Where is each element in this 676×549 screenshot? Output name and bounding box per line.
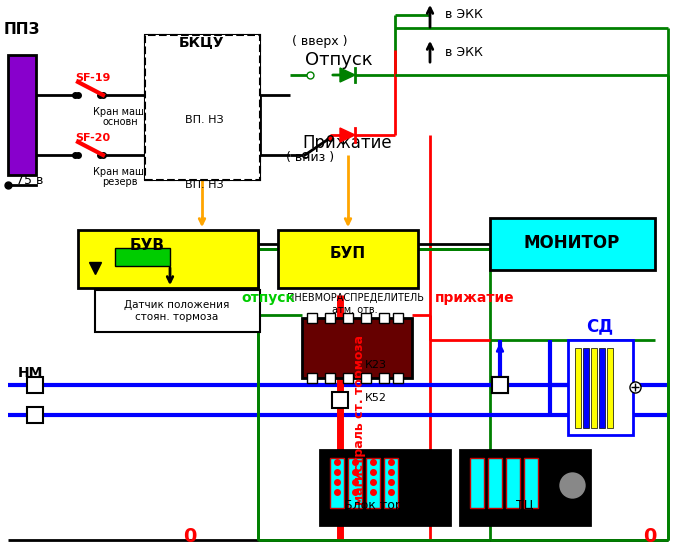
- Bar: [379, 373, 389, 383]
- Text: ПНЕВМОРАСПРЕДЕЛИТЕЛЬ: ПНЕВМОРАСПРЕДЕЛИТЕЛЬ: [287, 293, 423, 303]
- Text: НМ: НМ: [18, 366, 43, 380]
- Bar: [325, 313, 335, 323]
- Bar: [145, 35, 260, 180]
- Text: резерв: резерв: [102, 177, 138, 187]
- Bar: [524, 458, 538, 508]
- Bar: [307, 313, 317, 323]
- Bar: [488, 458, 502, 508]
- Bar: [307, 373, 317, 383]
- Text: ВП. НЗ: ВП. НЗ: [185, 180, 224, 190]
- Text: СД: СД: [587, 317, 614, 335]
- Bar: [95, 290, 260, 332]
- Text: ТЦ: ТЦ: [516, 498, 534, 512]
- Bar: [320, 450, 450, 525]
- Bar: [506, 458, 520, 508]
- Text: БУП: БУП: [330, 247, 366, 261]
- Bar: [366, 458, 380, 508]
- Text: отпуск: отпуск: [241, 291, 295, 305]
- Text: в ЭКК: в ЭКК: [445, 8, 483, 21]
- Text: МОНИТОР: МОНИТОР: [524, 234, 620, 252]
- Bar: [575, 348, 581, 428]
- Bar: [332, 392, 348, 408]
- Polygon shape: [340, 128, 355, 142]
- Bar: [490, 218, 655, 270]
- Bar: [599, 348, 605, 428]
- Text: атм. отв.: атм. отв.: [332, 305, 378, 315]
- Polygon shape: [340, 68, 355, 82]
- Text: магистраль ст. тормоза: магистраль ст. тормоза: [354, 335, 366, 505]
- Text: SF-20: SF-20: [76, 133, 111, 143]
- Bar: [27, 377, 43, 393]
- Text: 0: 0: [644, 526, 656, 546]
- Bar: [393, 373, 403, 383]
- Bar: [27, 407, 43, 423]
- Bar: [460, 450, 590, 525]
- Text: К52: К52: [365, 393, 387, 403]
- Text: Блок тормоз: Блок тормоз: [344, 498, 427, 512]
- Bar: [492, 377, 508, 393]
- Text: стоян. тормоза: стоян. тормоза: [135, 312, 218, 322]
- Text: SF-19: SF-19: [75, 73, 111, 83]
- Bar: [278, 230, 418, 288]
- Bar: [78, 230, 258, 288]
- Text: в ЭКК: в ЭКК: [445, 46, 483, 59]
- Text: БКЦУ: БКЦУ: [179, 35, 225, 49]
- Text: Кран маш.: Кран маш.: [93, 107, 147, 117]
- Bar: [348, 458, 362, 508]
- Text: ( вверх ): ( вверх ): [292, 36, 347, 48]
- Bar: [583, 348, 589, 428]
- Bar: [470, 458, 484, 508]
- Bar: [607, 348, 613, 428]
- Bar: [492, 377, 508, 393]
- Text: 75 в: 75 в: [16, 173, 43, 187]
- Bar: [361, 313, 371, 323]
- Bar: [384, 458, 398, 508]
- Bar: [343, 373, 353, 383]
- Text: ( вниз ): ( вниз ): [286, 150, 334, 164]
- Text: Датчик положения: Датчик положения: [124, 300, 230, 310]
- Text: основн: основн: [102, 117, 138, 127]
- Text: ППЗ: ППЗ: [4, 23, 40, 37]
- Text: Отпуск: Отпуск: [305, 51, 372, 69]
- Bar: [330, 458, 344, 508]
- Text: К23: К23: [365, 360, 387, 370]
- Bar: [591, 348, 597, 428]
- Bar: [568, 340, 633, 435]
- Bar: [302, 318, 412, 378]
- Text: ВП. НЗ: ВП. НЗ: [185, 115, 224, 125]
- Bar: [325, 373, 335, 383]
- Bar: [8, 55, 36, 175]
- Text: 0: 0: [183, 526, 197, 546]
- Bar: [145, 35, 260, 180]
- Text: прижатие: прижатие: [435, 291, 514, 305]
- Text: БУВ: БУВ: [130, 238, 165, 253]
- Bar: [343, 313, 353, 323]
- Bar: [361, 373, 371, 383]
- Bar: [379, 313, 389, 323]
- Bar: [393, 313, 403, 323]
- Text: Кран маш.: Кран маш.: [93, 167, 147, 177]
- Bar: [115, 248, 170, 266]
- Text: Прижатие: Прижатие: [302, 134, 391, 152]
